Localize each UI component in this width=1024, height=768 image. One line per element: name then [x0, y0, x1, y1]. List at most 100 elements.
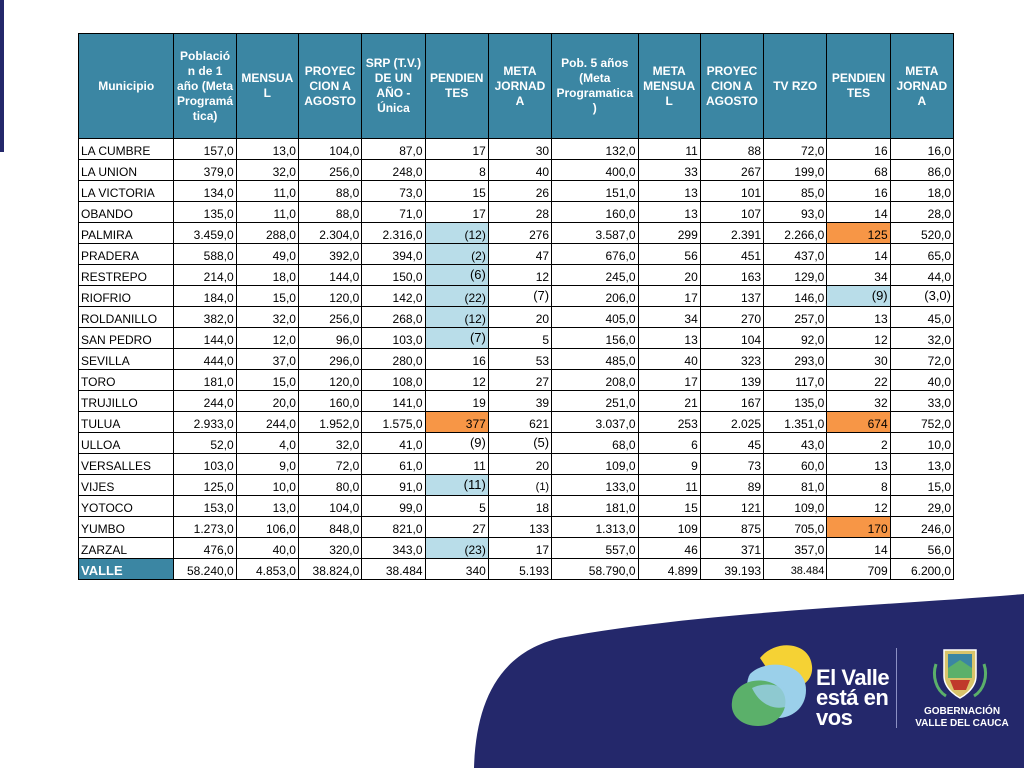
cell-poblacion-1-ano: 52,0 — [173, 432, 237, 454]
cell-municipio: TULUA — [77, 411, 175, 433]
cell-srp: 38.484 — [361, 558, 426, 580]
table-row: ULLOA 52,0 4,0 32,0 41,0 (9) (5) 68,0 6 45 43,0 2 10… — [77, 432, 955, 454]
cell-mensual: 4,0 — [235, 432, 299, 454]
cell-mensual: 11,0 — [235, 201, 299, 223]
column-header-poblacion-1-ano: Población de 1 año (Meta Programá tica) — [173, 33, 237, 139]
cell-municipio: YUMBO — [77, 516, 175, 538]
table-row: SEVILLA 444,0 37,0 296,0 280,0 16 53 485,0 40 323… — [77, 348, 955, 370]
cell-municipio: VERSALLES — [77, 453, 175, 475]
cell-meta-jornada-2: 520,0 — [889, 222, 955, 244]
cell-meta-mensual: 299 — [637, 222, 701, 244]
cell-pob-5-anos: 58.790,0 — [551, 558, 639, 580]
cell-meta-jornada-2: 45,0 — [889, 306, 955, 328]
cell-municipio: LA UNION — [77, 159, 175, 181]
cell-proyeccion-agosto-2: 121 — [699, 495, 765, 517]
cell-pendientes-2: 13 — [826, 453, 891, 475]
cell-proyeccion-agosto: 88,0 — [297, 180, 363, 202]
cell-pendientes: (11) — [424, 474, 489, 496]
cell-meta-jornada-2: 28,0 — [889, 201, 955, 223]
column-header-tv-rzo: TV RZO — [763, 33, 828, 139]
cell-meta-jornada: 53 — [487, 348, 553, 370]
cell-meta-mensual: 4.899 — [637, 558, 701, 580]
cell-poblacion-1-ano: 2.933,0 — [173, 411, 237, 433]
column-header-meta-jornada-1: META JORNAD A — [487, 33, 553, 139]
column-header-meta-jornada-2: META JORNAD A — [889, 33, 955, 139]
cell-pendientes: (12) — [424, 306, 489, 328]
gobernacion-label: GOBERNACIÓN VALLE DEL CAUCA — [906, 706, 1018, 730]
cell-tv-rzo: 705,0 — [763, 516, 828, 538]
cell-pendientes-2: 16 — [826, 138, 891, 160]
table-row: ZARZAL 476,0 40,0 320,0 343,0 (23) 17 557,0 46 37… — [77, 537, 955, 559]
cell-meta-mensual: 40 — [637, 348, 701, 370]
cell-meta-jornada: 27 — [487, 369, 553, 391]
column-header-pob-5-anos: Pob. 5 años (Meta Programatica ) — [551, 33, 639, 139]
table-row: TORO 181,0 15,0 120,0 108,0 12 27 208,0 17 139 117… — [77, 369, 955, 391]
table-row: YUMBO 1.273,0 106,0 848,0 821,0 27 133 1.313,0 1… — [77, 516, 955, 538]
table-row: RIOFRIO 184,0 15,0 120,0 142,0 (22) (7) 206,0 17… — [77, 285, 955, 307]
cell-municipio: ROLDANILLO — [77, 306, 175, 328]
table-header-row: Municipio Población de 1 año (Meta Progr… — [77, 33, 955, 139]
table-row: PALMIRA 3.459,0 288,0 2.304,0 2.316,0 (12) 276… — [77, 222, 955, 244]
cell-pob-5-anos: 208,0 — [551, 369, 639, 391]
cell-tv-rzo: 117,0 — [763, 369, 828, 391]
gobernacion-line-1: GOBERNACIÓN — [923, 706, 1001, 717]
cell-proyeccion-agosto: 256,0 — [297, 306, 363, 328]
cell-pendientes: (7) — [424, 327, 489, 349]
cell-mensual: 15,0 — [235, 285, 299, 307]
table-row: PRADERA 588,0 49,0 392,0 394,0 (2) 47 676,0 56 45… — [77, 243, 955, 265]
cell-pendientes-2: (9) — [826, 285, 891, 307]
cell-pendientes: 27 — [424, 516, 489, 538]
cell-tv-rzo: 81,0 — [763, 474, 828, 496]
cell-srp: 73,0 — [361, 180, 426, 202]
cell-srp: 61,0 — [361, 453, 426, 475]
cell-tv-rzo: 437,0 — [763, 243, 828, 265]
cell-proyeccion-agosto: 38.824,0 — [297, 558, 363, 580]
brand-slogan: El Valle está en vos — [816, 667, 890, 729]
cell-poblacion-1-ano: 58.240,0 — [173, 558, 237, 580]
cell-proyeccion-agosto-2: 104 — [699, 327, 765, 349]
cell-meta-jornada: (5) — [487, 432, 553, 454]
cell-meta-jornada-2: 15,0 — [889, 474, 955, 496]
cell-meta-jornada-2: 13,0 — [889, 453, 955, 475]
coat-of-arms-icon — [932, 649, 988, 699]
cell-meta-jornada-2: 56,0 — [889, 537, 955, 559]
column-header-mensual-1: MENSUA L — [235, 33, 299, 139]
cell-meta-mensual: 17 — [637, 285, 701, 307]
cell-proyeccion-agosto: 96,0 — [297, 327, 363, 349]
cell-municipio: VALLE — [77, 558, 175, 580]
cell-pendientes: 16 — [424, 348, 489, 370]
el-valle-logo-mark — [731, 645, 813, 726]
cell-mensual: 18,0 — [235, 264, 299, 286]
cell-srp: 1.575,0 — [361, 411, 426, 433]
cell-mensual: 4.853,0 — [235, 558, 299, 580]
table-row: VERSALLES 103,0 9,0 72,0 61,0 11 20 109,0 9 73 60,… — [77, 453, 955, 475]
table-row: RESTREPO 214,0 18,0 144,0 150,0 (6) 12 245,0 20 1… — [77, 264, 955, 286]
cell-municipio: ZARZAL — [77, 537, 175, 559]
table-row: YOTOCO 153,0 13,0 104,0 99,0 5 18 181,0 15 121 109… — [77, 495, 955, 517]
column-header-meta-mensual-2: META MENSUA L — [637, 33, 701, 139]
cell-mensual: 106,0 — [235, 516, 299, 538]
cell-pendientes: 17 — [424, 201, 489, 223]
cell-municipio: LA CUMBRE — [77, 138, 175, 160]
cell-srp: 142,0 — [361, 285, 426, 307]
cell-srp: 150,0 — [361, 264, 426, 286]
cell-meta-mensual: 11 — [637, 138, 701, 160]
cell-tv-rzo: 38.484 — [763, 558, 828, 580]
vaccination-table: Municipio Población de 1 año (Meta Progr… — [77, 33, 955, 580]
table-body: LA CUMBRE 157,0 13,0 104,0 87,0 17 30 132,0 11 88… — [77, 138, 955, 580]
cell-tv-rzo: 293,0 — [763, 348, 828, 370]
cell-meta-jornada: 5.193 — [487, 558, 553, 580]
cell-mensual: 12,0 — [235, 327, 299, 349]
cell-srp: 108,0 — [361, 369, 426, 391]
cell-proyeccion-agosto-2: 323 — [699, 348, 765, 370]
cell-proyeccion-agosto: 144,0 — [297, 264, 363, 286]
cell-pendientes: (9) — [424, 432, 489, 454]
cell-srp: 248,0 — [361, 159, 426, 181]
cell-pob-5-anos: 676,0 — [551, 243, 639, 265]
cell-tv-rzo: 72,0 — [763, 138, 828, 160]
cell-pendientes-2: 16 — [826, 180, 891, 202]
column-header-proyeccion-agosto-2: PROYEC CION A AGOSTO — [699, 33, 765, 139]
brand-line-2: está en — [816, 685, 889, 710]
cell-mensual: 288,0 — [235, 222, 299, 244]
cell-meta-mensual: 11 — [637, 474, 701, 496]
